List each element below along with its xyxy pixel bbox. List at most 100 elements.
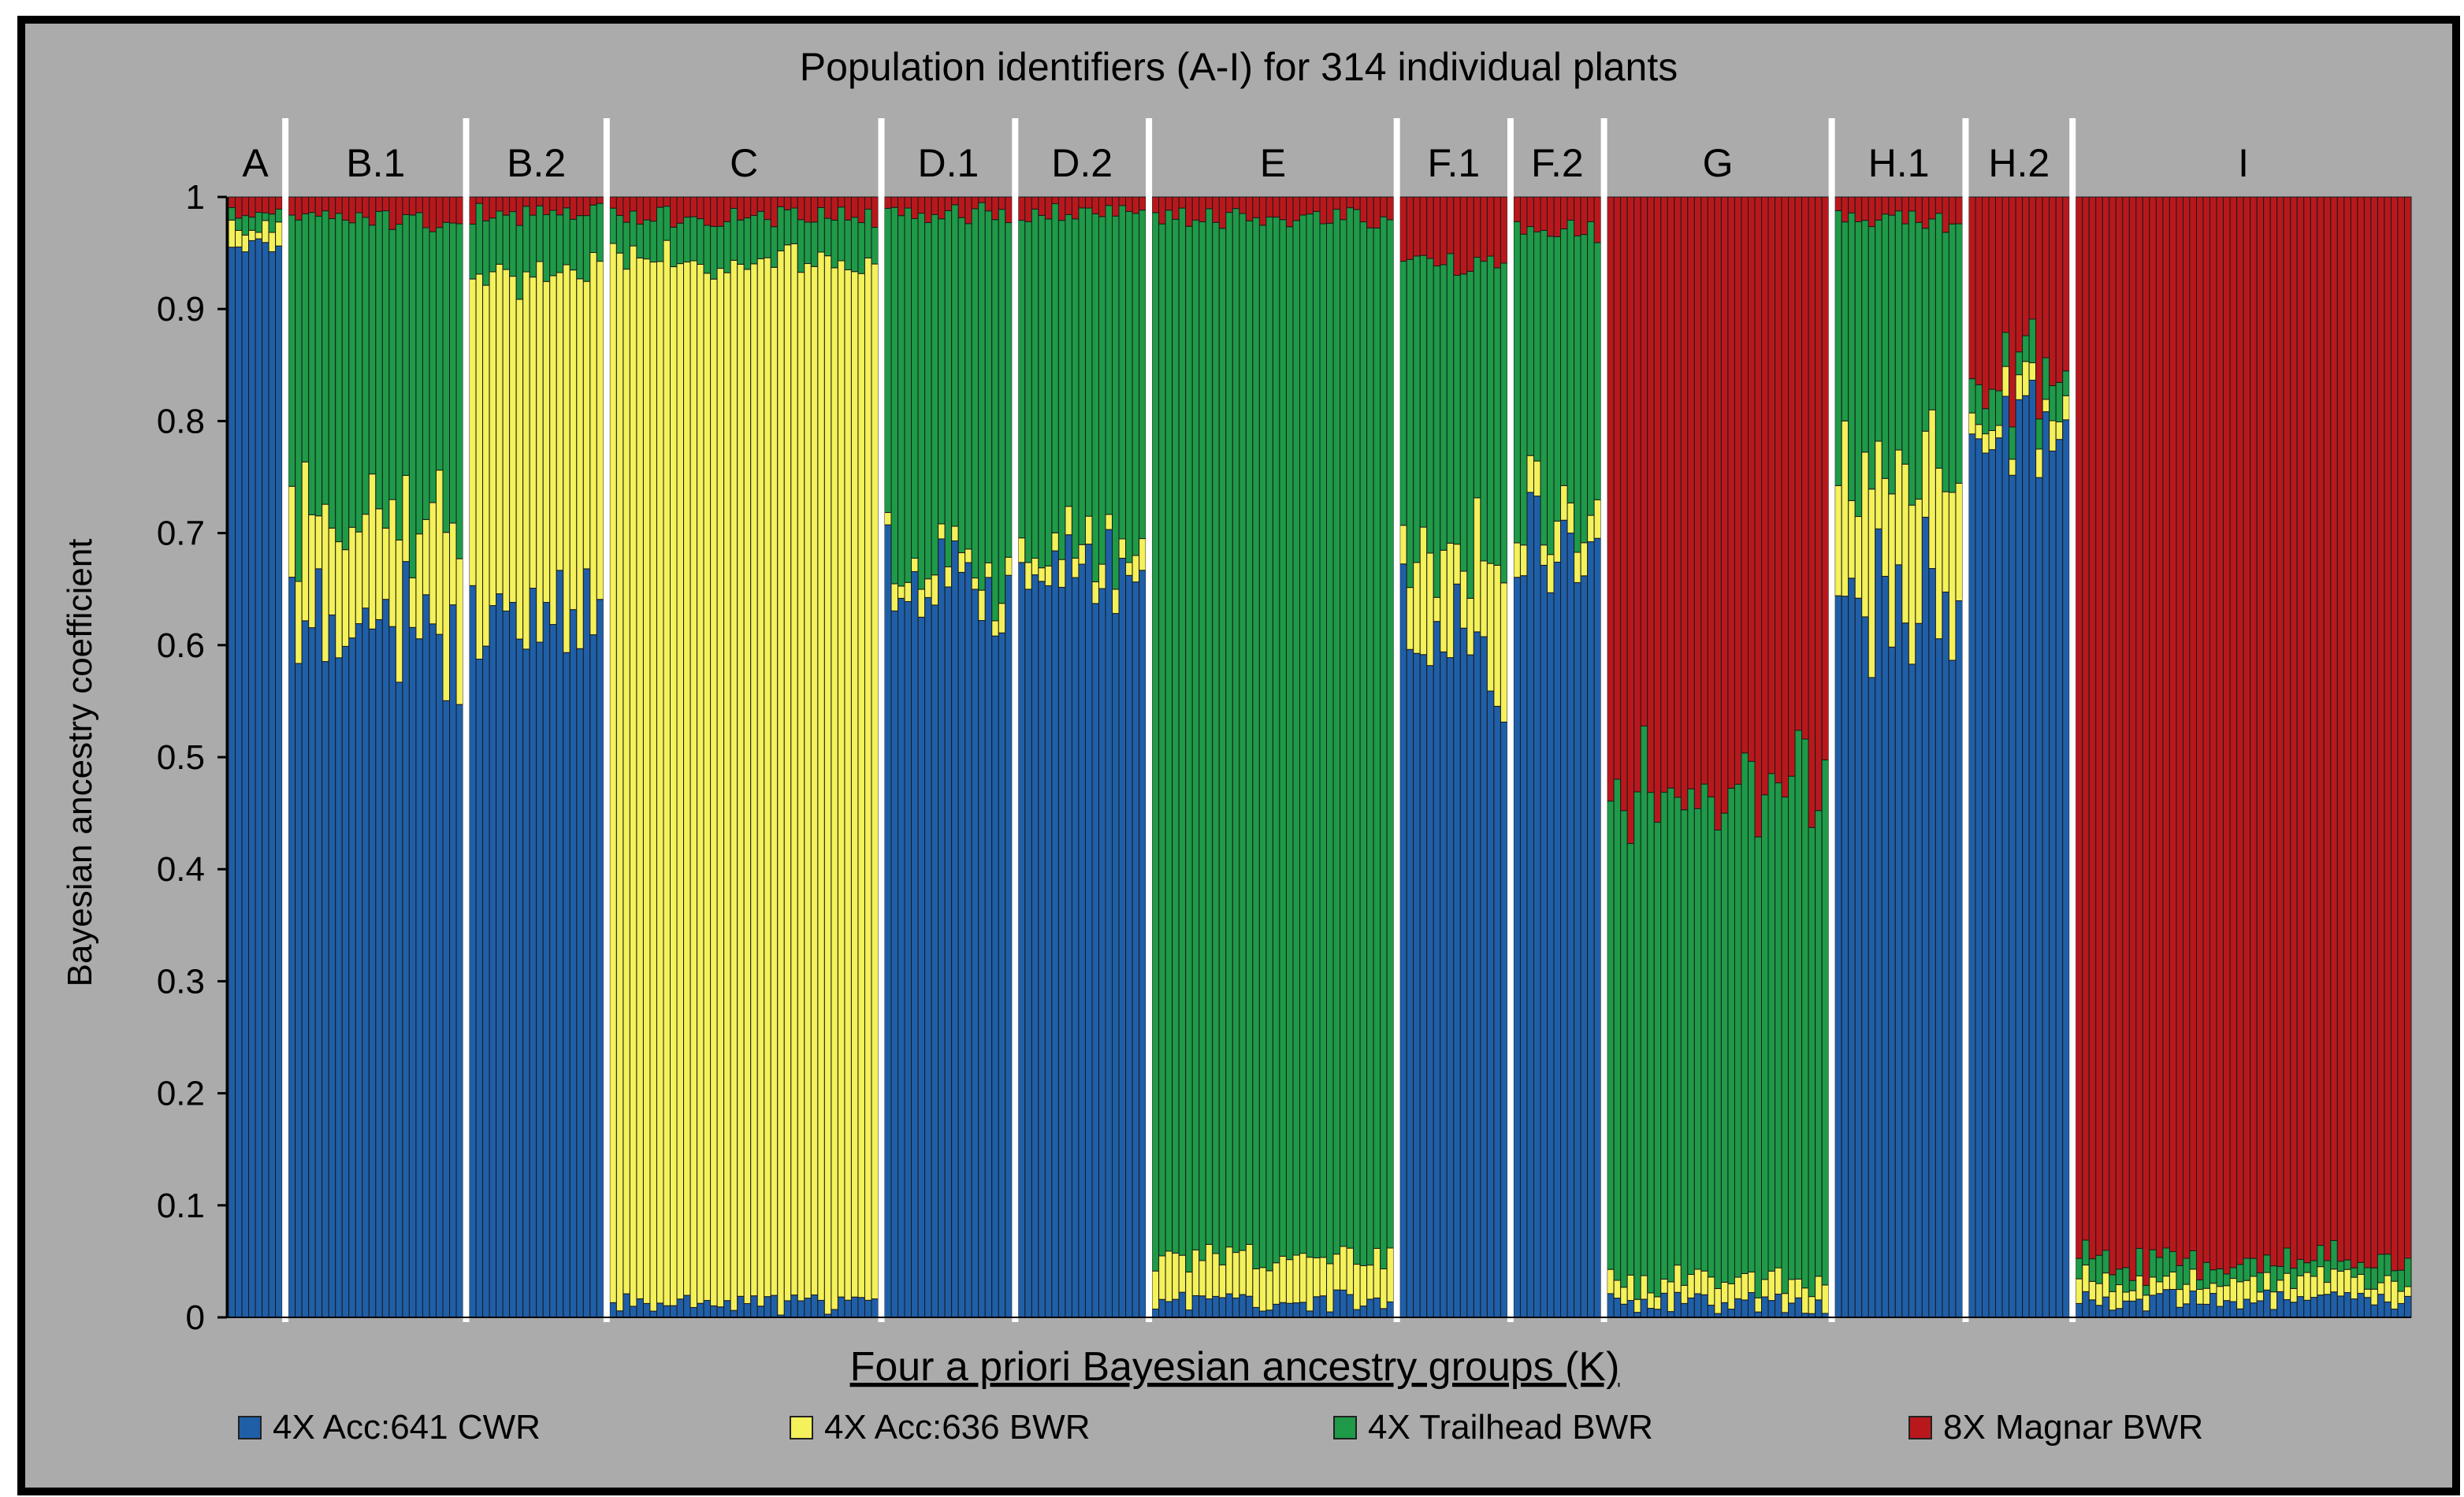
- bar-segment-D.1-18-3: [998, 209, 1006, 604]
- bar-segment-B.1-17-3: [395, 224, 403, 540]
- bar-segment-B.2-6-3: [502, 214, 511, 270]
- y-tick-label-0.3: 0.3: [157, 962, 205, 1001]
- bar-segment-D.2-13-1: [1098, 588, 1106, 1318]
- bar-segment-D.2-2-4: [1024, 196, 1032, 222]
- bar-segment-H.2-8-1: [2015, 399, 2024, 1318]
- bar-segment-E-33-3: [1366, 227, 1374, 1266]
- bar-segment-A-8-3: [275, 208, 283, 223]
- bar-segment-G-24-3: [1761, 794, 1769, 1280]
- bar-segment-C-28-4: [790, 196, 798, 209]
- bar-segment-C-7-1: [649, 1310, 657, 1318]
- y-axis: 0 0.1 0.2 0.3 0.4 0.5 0.6 0.7 0.8 0.9 1: [157, 178, 2411, 1337]
- bar-segment-F.1-8-2: [1446, 542, 1455, 659]
- bar-segment-B.1-1-1: [288, 577, 296, 1318]
- bar-segment-C-38-2: [857, 273, 865, 1298]
- bar-segment-B.2-13-1: [549, 624, 557, 1318]
- bar-segment-D.1-2-3: [890, 206, 899, 585]
- bar-segment-G-10-4: [1667, 196, 1675, 789]
- bar-segment-G-26-1: [1775, 1293, 1782, 1318]
- bar-segment-C-5-1: [636, 1298, 644, 1318]
- bar-segment-G-29-1: [1794, 1297, 1803, 1318]
- bar-segment-D.2-19-4: [1139, 196, 1147, 211]
- bar-segment-G-14-2: [1693, 1269, 1702, 1295]
- bar-segment-D.1-6-1: [917, 616, 926, 1318]
- bar-segment-G-7-2: [1647, 1292, 1655, 1309]
- bar-segment-G-19-2: [1727, 1283, 1735, 1310]
- bar-segment-D.1-9-4: [938, 196, 946, 220]
- bar-segment-I-37-4: [2317, 196, 2325, 1246]
- bar-segment-E-8-2: [1199, 1260, 1206, 1297]
- bar-segment-C-4-1: [629, 1306, 637, 1318]
- bar-segment-B.2-18-4: [582, 196, 591, 217]
- bar-segment-I-7-1: [2115, 1308, 2124, 1318]
- bar-segment-F.1-6-1: [1433, 621, 1441, 1318]
- bar-segment-I-12-2: [2149, 1276, 2157, 1296]
- bar-segment-D.1-10-4: [944, 196, 953, 211]
- bar-segment-D.2-19-3: [1139, 210, 1147, 540]
- bar-segment-B.2-10-1: [529, 588, 537, 1318]
- bar-segment-E-9-1: [1205, 1298, 1213, 1318]
- bar-segment-C-6-3: [642, 219, 651, 260]
- bar-segment-C-28-1: [790, 1295, 798, 1318]
- bar-segment-C-18-1: [723, 1300, 731, 1318]
- bar-segment-A-2-3: [235, 217, 243, 231]
- bar-segment-B.1-10-4: [348, 196, 356, 224]
- bar-segment-D.1-19-2: [1005, 556, 1013, 576]
- bar-segment-D.2-2-2: [1024, 562, 1032, 590]
- bar-segment-I-10-3: [2135, 1247, 2143, 1276]
- bar-segment-A-3-4: [241, 196, 250, 217]
- bar-segment-G-32-2: [1815, 1276, 1823, 1301]
- bar-segment-H.1-2-3: [1841, 221, 1849, 422]
- bar-segment-I-50-4: [2403, 196, 2412, 1259]
- bar-segment-D.2-7-3: [1057, 220, 1066, 560]
- bar-segment-E-26-4: [1319, 196, 1328, 225]
- bar-segment-C-16-2: [710, 278, 718, 1306]
- bar-segment-F.2-11-2: [1580, 542, 1589, 577]
- bar-segment-I-32-3: [2283, 1247, 2291, 1274]
- bar-segment-E-24-4: [1306, 196, 1314, 215]
- bar-segment-I-4-2: [2095, 1283, 2103, 1306]
- bar-segment-D.2-17-1: [1125, 574, 1133, 1318]
- bar-segment-H.1-5-3: [1861, 220, 1869, 453]
- bar-segment-I-22-1: [2216, 1306, 2224, 1318]
- bar-segment-D.1-19-1: [1005, 574, 1013, 1318]
- bar-segment-H.1-9-4: [1888, 196, 1896, 216]
- bar-segment-D.2-9-4: [1071, 196, 1080, 220]
- bar-segment-C-36-3: [844, 219, 852, 270]
- y-tick-label-0.6: 0.6: [157, 626, 205, 665]
- bar-segment-G-24-4: [1761, 196, 1769, 796]
- bar-segment-D.1-18-2: [998, 603, 1006, 633]
- bar-segment-H.2-15-2: [2062, 395, 2070, 421]
- bar-segment-I-25-1: [2236, 1308, 2244, 1318]
- group-labels: A B.1 B.2 C D.1 D.2 E F.1 F.2 G H.1 H.2 I: [242, 141, 2249, 185]
- bar-segment-G-28-3: [1788, 775, 1796, 1280]
- separator-12: [2069, 118, 2076, 1322]
- bar-segment-E-10-3: [1212, 221, 1220, 1254]
- bar-segment-D.1-4-4: [904, 196, 912, 209]
- bar-segment-F.2-3-3: [1526, 226, 1534, 456]
- bar-segment-C-15-1: [703, 1300, 712, 1318]
- bar-segment-D.1-3-2: [898, 585, 905, 599]
- bar-segment-G-12-1: [1680, 1302, 1689, 1318]
- bar-segment-G-3-2: [1620, 1287, 1628, 1305]
- bar-segment-F.1-5-1: [1426, 665, 1434, 1318]
- bar-segment-I-23-3: [2223, 1273, 2231, 1287]
- bar-segment-H.1-7-4: [1875, 196, 1882, 221]
- bar-segment-I-38-3: [2323, 1260, 2332, 1283]
- bar-segment-I-44-3: [2363, 1267, 2372, 1290]
- bar-segment-F.2-2-1: [1519, 575, 1528, 1318]
- bar-segment-F.1-7-2: [1440, 549, 1448, 652]
- bar-segment-C-12-3: [683, 217, 691, 263]
- bar-segment-E-19-2: [1272, 1262, 1280, 1305]
- bar-segment-F.1-14-1: [1486, 690, 1495, 1318]
- bar-segment-I-30-1: [2269, 1309, 2278, 1318]
- bar-segment-C-10-4: [670, 196, 678, 228]
- bar-segment-B.1-5-3: [314, 215, 323, 517]
- bar-segment-E-5-4: [1178, 196, 1187, 209]
- bar-segment-H.2-9-3: [2022, 335, 2030, 362]
- bar-segment-E-13-3: [1232, 208, 1240, 1254]
- bar-segment-I-20-1: [2202, 1303, 2211, 1318]
- bar-segment-H.2-4-1: [1988, 449, 1997, 1318]
- bar-segment-I-19-2: [2195, 1289, 2204, 1305]
- bar-segment-C-4-3: [629, 210, 637, 247]
